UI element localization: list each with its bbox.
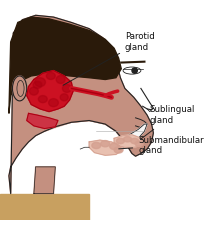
Ellipse shape	[92, 142, 101, 149]
Polygon shape	[9, 15, 153, 194]
Circle shape	[132, 68, 137, 73]
Ellipse shape	[56, 75, 65, 83]
Ellipse shape	[123, 67, 141, 74]
Ellipse shape	[116, 138, 124, 144]
Polygon shape	[45, 120, 132, 154]
Ellipse shape	[38, 96, 47, 103]
Ellipse shape	[35, 78, 46, 87]
Polygon shape	[94, 124, 147, 154]
Ellipse shape	[12, 76, 27, 101]
Ellipse shape	[49, 99, 58, 107]
Text: Sublingual
gland: Sublingual gland	[140, 106, 195, 139]
Ellipse shape	[110, 143, 119, 150]
Text: Submandibular
gland: Submandibular gland	[119, 136, 204, 155]
Ellipse shape	[114, 147, 123, 153]
Text: Parotid
gland: Parotid gland	[63, 32, 155, 85]
Polygon shape	[89, 140, 121, 155]
Polygon shape	[0, 194, 89, 220]
Polygon shape	[27, 71, 73, 112]
Ellipse shape	[46, 72, 55, 79]
Ellipse shape	[33, 81, 42, 88]
Ellipse shape	[101, 140, 110, 147]
Ellipse shape	[123, 137, 131, 142]
Ellipse shape	[60, 94, 68, 101]
Polygon shape	[34, 167, 55, 194]
Polygon shape	[9, 17, 121, 113]
Ellipse shape	[62, 84, 71, 93]
Polygon shape	[27, 113, 58, 129]
Ellipse shape	[131, 138, 139, 144]
Polygon shape	[114, 135, 143, 147]
Ellipse shape	[135, 141, 143, 146]
Ellipse shape	[29, 87, 38, 95]
